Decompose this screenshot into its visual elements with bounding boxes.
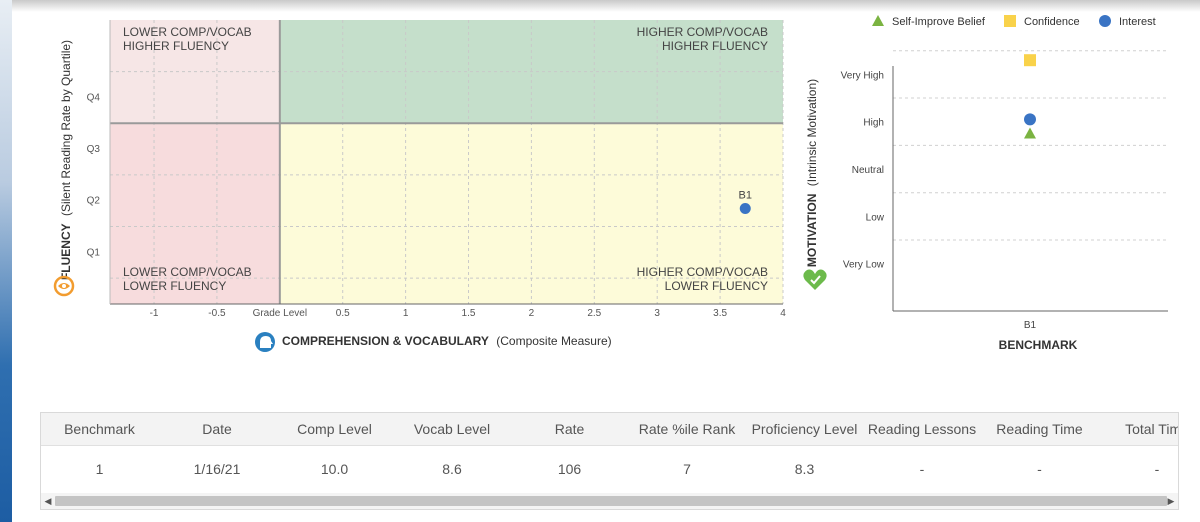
motivation-heart-icon <box>803 269 827 290</box>
y-tick-label: Very Low <box>843 260 885 271</box>
x-tick-label: 3.5 <box>713 308 727 319</box>
table-header-cell[interactable]: Rate <box>554 421 585 437</box>
table-cell: - <box>919 461 925 477</box>
legend-square-icon <box>1004 15 1016 27</box>
confidence-point <box>1024 54 1036 67</box>
table-cell: - <box>1154 461 1160 477</box>
table-header-cell[interactable]: Reading Lessons <box>867 421 977 437</box>
benchmark-axis-label: BENCHMARK <box>999 338 1078 352</box>
quadrant-bottom-left <box>110 123 280 304</box>
table-cell: 8.6 <box>442 461 462 477</box>
x-tick-label: -0.5 <box>208 308 226 319</box>
quadrant-label-bottom-left-2: LOWER FLUENCY <box>123 279 226 293</box>
motivation-chart: Self-Improve Belief Confidence Interest Ve… <box>803 15 1168 352</box>
x-tick-label: 1.5 <box>462 308 476 319</box>
interest-point <box>1024 113 1036 126</box>
window-top-shade <box>0 0 1200 12</box>
table-cell: 1/16/21 <box>193 461 241 477</box>
table-cell: 1 <box>95 461 104 477</box>
fluency-axis-label-rest: (Silent Reading Rate by Quartile) <box>59 40 73 216</box>
table-cell: - <box>1037 461 1042 477</box>
benchmark-point-label: B1 <box>739 189 752 201</box>
x-tick-label: 1 <box>403 308 409 319</box>
svg-text:MOTIVATION (Intrinsic Mo: MOTIVATION (Intrinsic Motivation) <box>805 79 819 267</box>
x-tick-label: 3 <box>654 308 660 319</box>
legend-label: Confidence <box>1024 16 1080 28</box>
table-header-cell[interactable]: Rate %ile Rank <box>638 421 736 437</box>
motivation-axis-label-rest: (Intrinsic Motivation) <box>805 79 819 186</box>
quadrant-label-top-right-1: HIGHER COMP/VOCAB <box>637 25 768 39</box>
x-tick-label: 2 <box>529 308 535 319</box>
benchmark-point <box>739 202 751 214</box>
scroll-left-arrow-icon[interactable]: ◀ <box>44 496 52 506</box>
legend-circle-icon <box>1099 15 1111 27</box>
table-header-cell[interactable]: Reading Time <box>996 421 1083 437</box>
fluency-eye-icon <box>53 275 75 297</box>
window-left-edge <box>0 0 12 522</box>
table-header-cell[interactable]: Total Time <box>1125 421 1178 437</box>
quadrant-label-bottom-left-1: LOWER COMP/VOCAB <box>123 265 252 279</box>
y-tick-label: High <box>863 118 884 129</box>
x-tick-label: B1 <box>1024 320 1037 331</box>
legend-triangle-icon <box>872 15 884 26</box>
fluency-axis-label-bold: FLUENCY <box>59 223 73 280</box>
y-tick-label: Q3 <box>87 144 101 155</box>
y-tick-label: Low <box>866 212 885 223</box>
table-header-cell[interactable]: Vocab Level <box>413 421 491 437</box>
legend-label: Self-Improve Belief <box>892 16 986 28</box>
table-header-cell[interactable]: Date <box>202 421 232 437</box>
y-tick-label: Q1 <box>87 247 101 258</box>
table-cell: 7 <box>683 461 691 477</box>
table-cell: 8.3 <box>794 461 815 477</box>
y-tick-label: Very High <box>841 70 884 81</box>
table-header-cell[interactable]: Comp Level <box>297 421 372 437</box>
svg-text:FLUENCY (Silent Reading: FLUENCY (Silent Reading Rate by Quartile… <box>59 40 73 280</box>
quadrant-label-bottom-right-2: LOWER FLUENCY <box>665 279 768 293</box>
x-tick-label: 2.5 <box>587 308 601 319</box>
table-cell: 10.0 <box>320 461 349 477</box>
x-tick-label: -1 <box>150 308 159 319</box>
self-improve-belief-point <box>1024 127 1036 139</box>
scroll-right-arrow-icon[interactable]: ▶ <box>1167 496 1175 506</box>
table-header-cell[interactable]: Proficiency Level <box>751 421 858 437</box>
comp-axis-label-rest: (Composite Measure) <box>496 334 611 348</box>
quadrant-label-top-right-2: HIGHER FLUENCY <box>662 39 768 53</box>
quadrant-label-top-left-1: LOWER COMP/VOCAB <box>123 25 252 39</box>
x-tick-label: Grade Level <box>253 308 307 319</box>
table-cell: 106 <box>557 461 582 477</box>
horizontal-scrollbar[interactable]: ◀ ▶ <box>41 493 1178 509</box>
comprehension-head-icon <box>255 332 275 352</box>
x-tick-label: 0.5 <box>336 308 350 319</box>
benchmark-table: Benchmark Date Comp Level Vocab Level Rate Ra… <box>40 412 1179 510</box>
x-tick-label: 4 <box>780 308 786 319</box>
quadrant-label-bottom-right-1: HIGHER COMP/VOCAB <box>637 265 768 279</box>
table-header-cell[interactable]: Benchmark <box>64 421 135 437</box>
legend-label: Interest <box>1119 16 1156 28</box>
svg-text:COMPREHENSION & VOCABULARY: COMPREHENSION & VOCABULARY (Composite Me… <box>282 334 612 348</box>
quadrant-label-top-left-2: HIGHER FLUENCY <box>123 39 229 53</box>
y-tick-label: Q2 <box>87 196 101 207</box>
table-row: 1 1/16/21 10.0 8.6 106 7 8.3 - - - <box>41 453 1178 485</box>
scrollbar-thumb[interactable] <box>55 496 1167 506</box>
table-header-row: Benchmark Date Comp Level Vocab Level Rate Ra… <box>41 413 1178 446</box>
y-tick-label: Neutral <box>852 165 884 176</box>
y-tick-label: Q4 <box>87 92 101 103</box>
motivation-axis-label-bold: MOTIVATION <box>805 194 819 268</box>
comp-axis-label-bold: COMPREHENSION & VOCABULARY <box>282 334 489 348</box>
